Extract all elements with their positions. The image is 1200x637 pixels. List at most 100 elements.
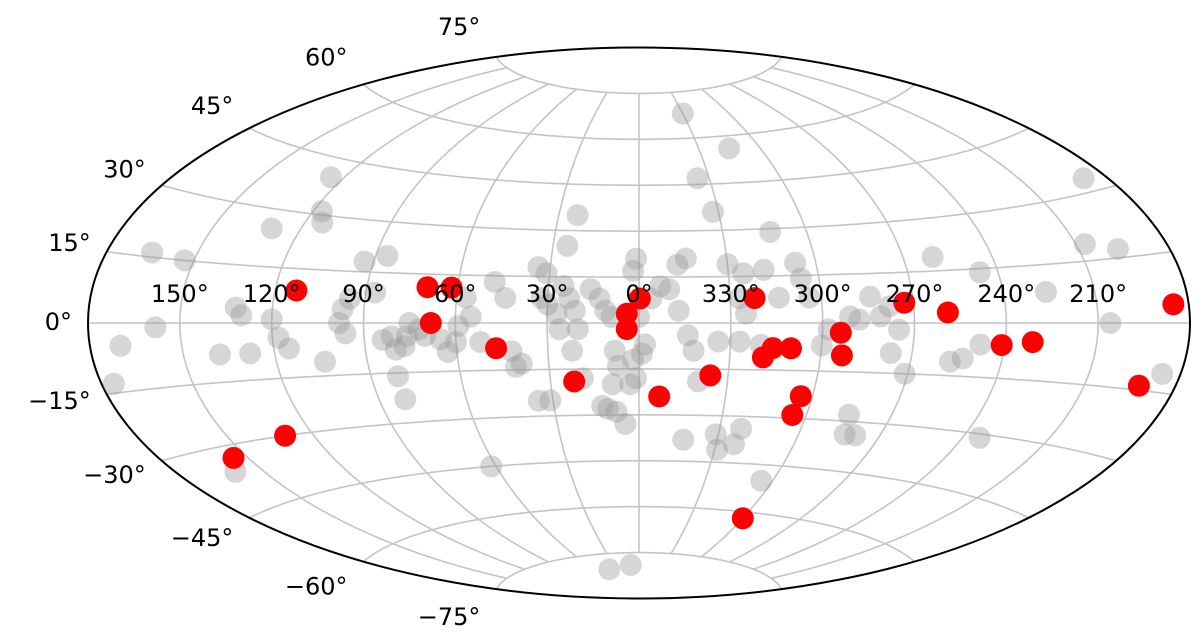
- point: [605, 400, 628, 423]
- point: [601, 373, 624, 396]
- point: [393, 335, 416, 358]
- point: [558, 287, 581, 310]
- grid-line: [701, 88, 824, 558]
- point: [591, 394, 614, 417]
- point: [672, 428, 695, 451]
- point: [1099, 312, 1122, 334]
- point: [563, 299, 586, 322]
- point: [527, 389, 550, 412]
- y-tick-label: −45°: [171, 524, 234, 552]
- point: [556, 234, 579, 257]
- point: [380, 325, 403, 348]
- point: [314, 350, 336, 373]
- point: [759, 220, 782, 243]
- point: [716, 253, 739, 276]
- y-tick-label: 0°: [45, 308, 72, 336]
- y-tick-label: 15°: [48, 229, 91, 257]
- point: [144, 316, 167, 339]
- point: [429, 328, 452, 351]
- point: [222, 446, 245, 469]
- point: [676, 324, 699, 347]
- point: [447, 315, 470, 338]
- point: [260, 308, 283, 331]
- point: [990, 334, 1013, 357]
- point: [597, 397, 620, 420]
- point: [921, 246, 944, 268]
- point: [267, 326, 290, 349]
- grid: [88, 56, 1190, 590]
- point: [671, 102, 694, 125]
- point: [328, 312, 350, 334]
- point: [319, 166, 342, 189]
- point: [338, 287, 361, 310]
- point: [1151, 362, 1174, 385]
- point: [702, 200, 724, 223]
- point: [535, 262, 558, 285]
- point: [830, 344, 853, 367]
- point: [969, 333, 992, 356]
- grid-line: [178, 66, 507, 580]
- point: [1106, 238, 1129, 260]
- point: [364, 281, 387, 304]
- x-tick-label: 120°: [243, 280, 301, 308]
- point: [505, 355, 527, 378]
- series: [102, 102, 1174, 581]
- grid-line: [753, 76, 1008, 570]
- grid-line: [362, 83, 549, 563]
- point: [848, 308, 871, 331]
- point: [658, 278, 681, 301]
- point: [260, 217, 283, 240]
- point: [752, 258, 775, 281]
- point: [485, 337, 508, 360]
- point: [869, 305, 892, 328]
- point: [311, 211, 334, 234]
- point: [615, 318, 638, 341]
- grid-line: [270, 76, 525, 570]
- point: [649, 275, 672, 298]
- point: [384, 338, 407, 361]
- point: [622, 260, 645, 282]
- point: [682, 339, 705, 362]
- point: [607, 354, 629, 377]
- point: [419, 312, 442, 334]
- point: [789, 267, 812, 290]
- point: [1034, 280, 1057, 303]
- point: [743, 287, 766, 310]
- point: [730, 417, 753, 440]
- point: [859, 285, 881, 308]
- point: [209, 343, 231, 366]
- series: [222, 276, 1185, 530]
- point: [387, 365, 409, 388]
- point: [527, 256, 550, 279]
- point: [440, 276, 463, 299]
- point: [951, 347, 974, 370]
- point: [634, 333, 657, 356]
- point: [394, 388, 417, 411]
- point: [398, 312, 421, 334]
- point: [888, 318, 911, 341]
- point: [781, 404, 804, 426]
- point: [625, 247, 648, 270]
- point: [1127, 374, 1150, 397]
- point: [619, 373, 642, 396]
- point: [728, 330, 751, 353]
- map-outline: [87, 46, 1191, 600]
- point: [224, 296, 247, 319]
- point: [619, 553, 642, 576]
- point: [1072, 167, 1095, 190]
- grid-line: [771, 66, 1100, 580]
- point: [285, 279, 308, 302]
- point: [798, 286, 821, 309]
- y-tick-label: 30°: [103, 155, 146, 183]
- point: [838, 403, 860, 426]
- point: [594, 299, 617, 322]
- x-tick-label: 0°: [625, 280, 652, 308]
- point: [539, 389, 562, 412]
- y-tick-label: −30°: [83, 461, 146, 489]
- y-tick-label: 75°: [438, 13, 481, 41]
- point: [622, 348, 644, 371]
- point: [631, 342, 653, 365]
- point: [545, 302, 568, 325]
- grid-line: [729, 83, 916, 563]
